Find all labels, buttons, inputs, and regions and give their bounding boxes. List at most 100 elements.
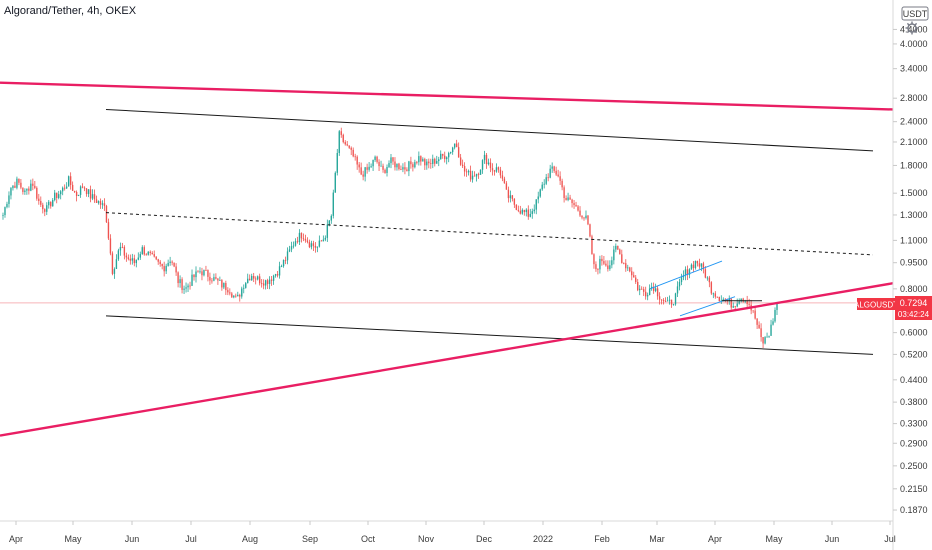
candle-body [597, 269, 599, 270]
candle-body [50, 201, 52, 207]
candle-body [227, 290, 229, 293]
support-line[interactable] [0, 282, 894, 437]
lower-channel-line[interactable] [105, 315, 874, 355]
candle-body [748, 304, 750, 305]
x-tick-label: May [765, 534, 783, 544]
candle-body [432, 158, 434, 164]
candle-body [207, 270, 209, 277]
candle-body [660, 299, 663, 301]
candle-body [424, 159, 426, 166]
candle-body [95, 199, 98, 203]
candle-body [83, 187, 86, 189]
candle-body [251, 275, 253, 281]
candle-body [573, 203, 575, 206]
candle-body [65, 186, 68, 189]
time-axis[interactable]: Apr May Jun Jul Aug Sep Oct Nov Dec 2022 Feb Mar Apr… [9, 521, 896, 544]
candle-body [772, 321, 774, 325]
candle-body [12, 185, 14, 189]
candle-body [549, 168, 551, 178]
wedge-upper-line[interactable] [649, 260, 723, 290]
candle-body [280, 266, 283, 267]
candle-body [571, 199, 573, 204]
candle-body [477, 173, 480, 175]
candle-body [175, 266, 177, 273]
candle-body [91, 194, 94, 199]
candle-body [286, 251, 289, 261]
resistance-line[interactable] [0, 81, 894, 111]
candle-body [623, 262, 625, 264]
candle-body [223, 283, 225, 288]
candle-body [613, 249, 615, 261]
candle-body [696, 261, 699, 264]
candle-body [531, 211, 533, 214]
candle-body [754, 310, 756, 319]
candle-body [290, 246, 293, 250]
candle-body [115, 259, 118, 270]
candle-body [525, 209, 527, 213]
y-tick-label: 0.4400 [900, 375, 928, 385]
candle-body [340, 131, 342, 135]
candle-body [599, 258, 601, 270]
y-tick-label: 4.4000 [900, 24, 928, 34]
candle-body [728, 298, 730, 302]
candle-body [181, 279, 183, 290]
candle-body [764, 337, 766, 344]
candle-body [662, 300, 665, 302]
candle-body [344, 142, 346, 145]
y-tick-label: 0.2150 [900, 484, 928, 494]
candle-body [595, 264, 597, 270]
candle-body [330, 215, 332, 221]
currency-badge[interactable]: USDT [901, 6, 929, 21]
y-tick-label: 0.9500 [900, 258, 928, 268]
candle-body [744, 300, 746, 302]
candle-body [245, 283, 247, 288]
candle-body [229, 292, 231, 294]
candle-body [52, 200, 54, 207]
candle-body [631, 271, 633, 276]
candle-body [692, 264, 695, 269]
candle-body [171, 261, 173, 263]
middle-channel-line[interactable] [105, 212, 874, 256]
candle-body [517, 209, 520, 211]
price-axis[interactable]: 4.4000 4.0000 3.4000 2.8000 2.4000 2.1000 1.80… [893, 24, 928, 515]
candle-body [768, 335, 770, 337]
candle-body [284, 260, 287, 261]
plot-area[interactable] [0, 81, 894, 437]
candle-body [615, 245, 617, 250]
gear-icon[interactable] [905, 21, 919, 35]
y-tick-label: 1.3000 [900, 210, 928, 220]
candle-body [201, 271, 203, 276]
candle-body [237, 294, 239, 297]
candle-body [135, 259, 138, 264]
candle-body [712, 293, 715, 295]
candle-body [537, 196, 539, 200]
candle-body [521, 209, 524, 214]
candle-body [430, 163, 432, 165]
candle-body [559, 176, 561, 181]
upper-channel-line[interactable] [105, 108, 874, 152]
candle-body [93, 194, 96, 200]
candle-body [155, 256, 157, 260]
candle-body [414, 162, 416, 168]
candle-body [97, 201, 100, 203]
candle-body [143, 247, 145, 255]
candle-body [22, 187, 24, 192]
candle-body [131, 258, 134, 261]
candle-body [740, 298, 742, 302]
candle-body [394, 161, 396, 168]
candle-body [374, 156, 376, 160]
candle-body [690, 264, 693, 270]
gear-icon-tooth [906, 22, 910, 26]
candle-body [716, 296, 719, 298]
wedge-lower-line[interactable] [679, 296, 736, 317]
candle-body [217, 278, 219, 281]
candle-body [569, 197, 571, 200]
candle-body [670, 299, 673, 305]
candle-body [121, 246, 124, 248]
candle-body [611, 260, 613, 266]
candle-body [555, 170, 557, 175]
candle-body [666, 300, 669, 302]
candle-body [221, 280, 223, 288]
candle-body [167, 262, 169, 266]
